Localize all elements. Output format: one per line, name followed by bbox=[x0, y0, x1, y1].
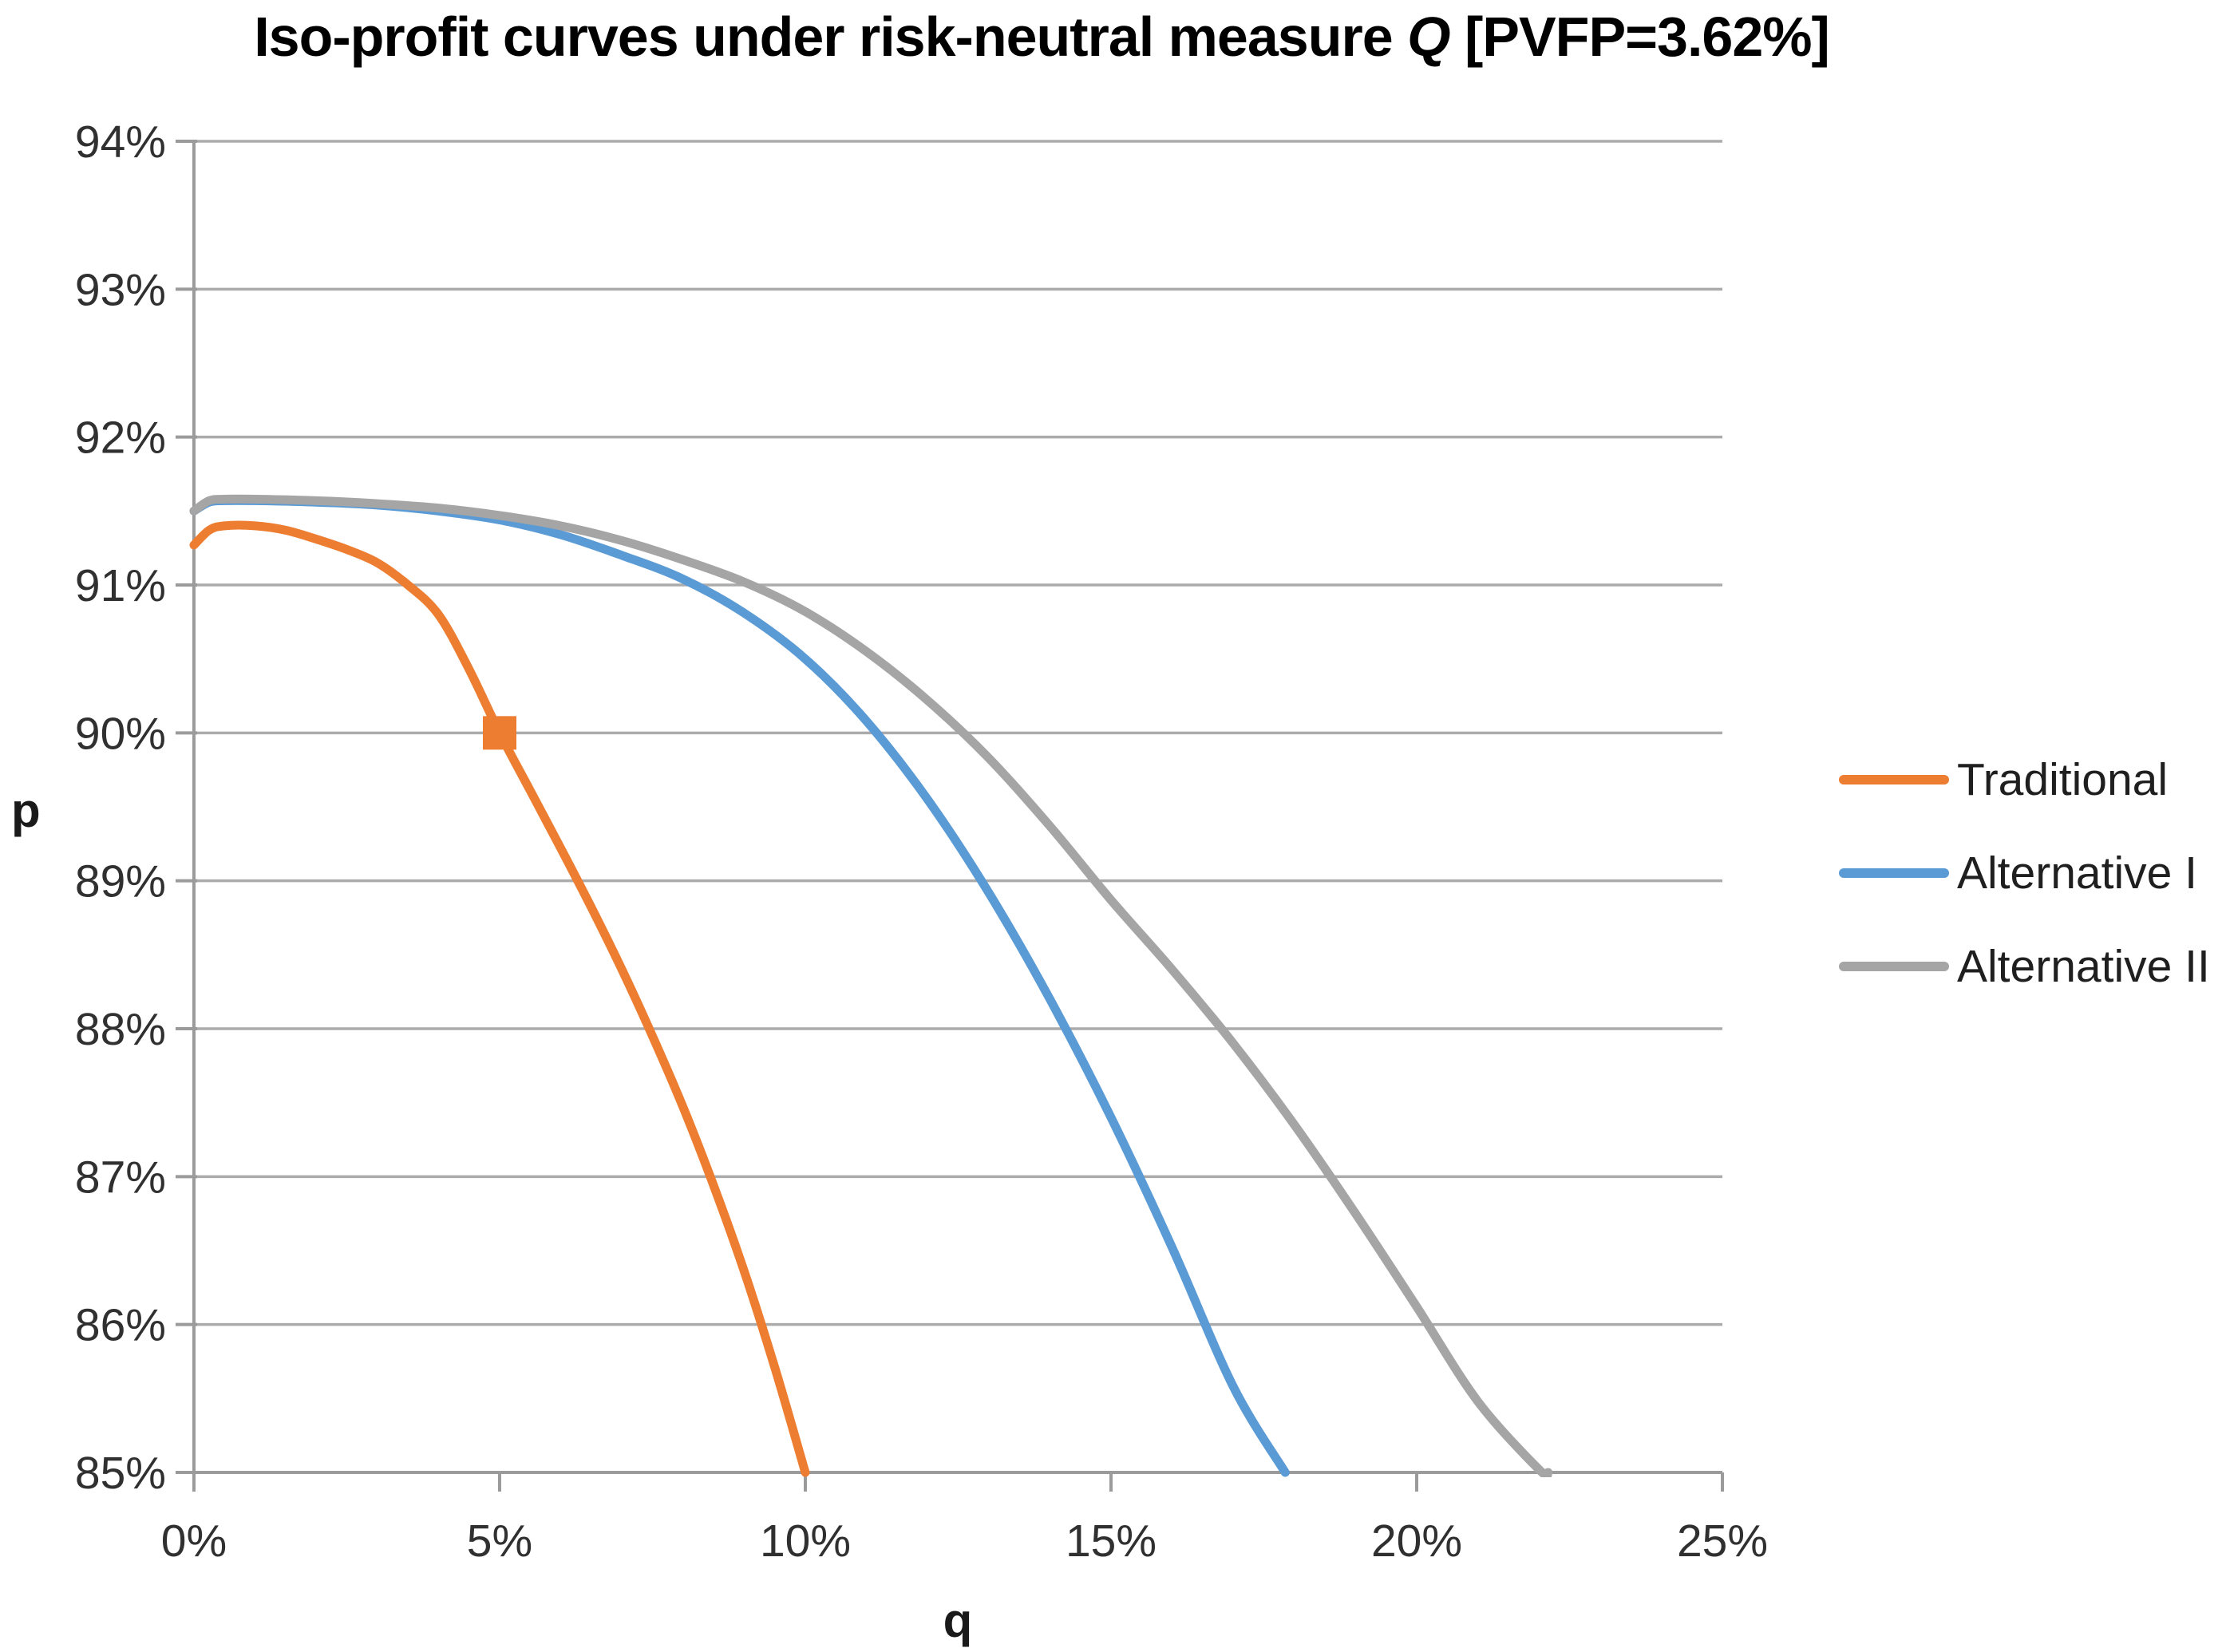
data-point-marker bbox=[483, 716, 516, 750]
legend-swatch-alternative-2 bbox=[1839, 962, 1949, 971]
legend-swatch-alternative-1 bbox=[1839, 868, 1949, 878]
series-line-traditional bbox=[189, 520, 810, 1477]
y-tick-label: 91% bbox=[75, 560, 166, 611]
legend-item-alternative-1: Alternative I bbox=[1839, 847, 2222, 899]
chart-title-emphasis: Q bbox=[1407, 6, 1450, 68]
legend-label-traditional: Traditional bbox=[1957, 754, 2169, 805]
chart-title-prefix: Iso-profit curves under risk-neutral mea… bbox=[254, 6, 1408, 68]
chart-title-suffix: [PVFP=3.62%] bbox=[1449, 6, 1830, 68]
legend-label-alternative-2: Alternative II bbox=[1957, 941, 2210, 992]
y-tick-label: 92% bbox=[75, 413, 166, 464]
y-tick-label: 89% bbox=[75, 856, 166, 907]
x-tick-label: 20% bbox=[1371, 1516, 1462, 1567]
y-axis-title: p bbox=[11, 784, 41, 837]
legend-label-alternative-1: Alternative I bbox=[1957, 848, 2197, 899]
legend-item-traditional: Traditional bbox=[1839, 753, 2222, 806]
y-tick-label: 93% bbox=[75, 264, 166, 315]
x-tick-label: 5% bbox=[467, 1516, 532, 1567]
legend: Traditional Alternative I Alternative II bbox=[1839, 753, 2222, 1033]
legend-item-alternative-2: Alternative II bbox=[1839, 940, 2222, 993]
x-tick-label: 10% bbox=[760, 1516, 851, 1567]
series-line-alternative-i bbox=[189, 496, 1290, 1477]
y-tick-label: 86% bbox=[75, 1300, 166, 1351]
series-line-alternative-ii bbox=[189, 494, 1553, 1477]
x-tick-label: 0% bbox=[161, 1516, 227, 1567]
y-tick-label: 88% bbox=[75, 1004, 166, 1055]
chart-title: Iso-profit curves under risk-neutral mea… bbox=[0, 5, 2083, 69]
y-tick-label: 90% bbox=[75, 708, 166, 759]
x-tick-label: 25% bbox=[1677, 1516, 1768, 1567]
y-tick-label: 94% bbox=[75, 117, 166, 168]
legend-swatch-traditional bbox=[1839, 775, 1949, 785]
x-axis-title: q bbox=[943, 1594, 973, 1647]
x-tick-label: 15% bbox=[1066, 1516, 1157, 1567]
y-tick-label: 87% bbox=[75, 1152, 166, 1203]
y-tick-label: 85% bbox=[75, 1448, 166, 1499]
